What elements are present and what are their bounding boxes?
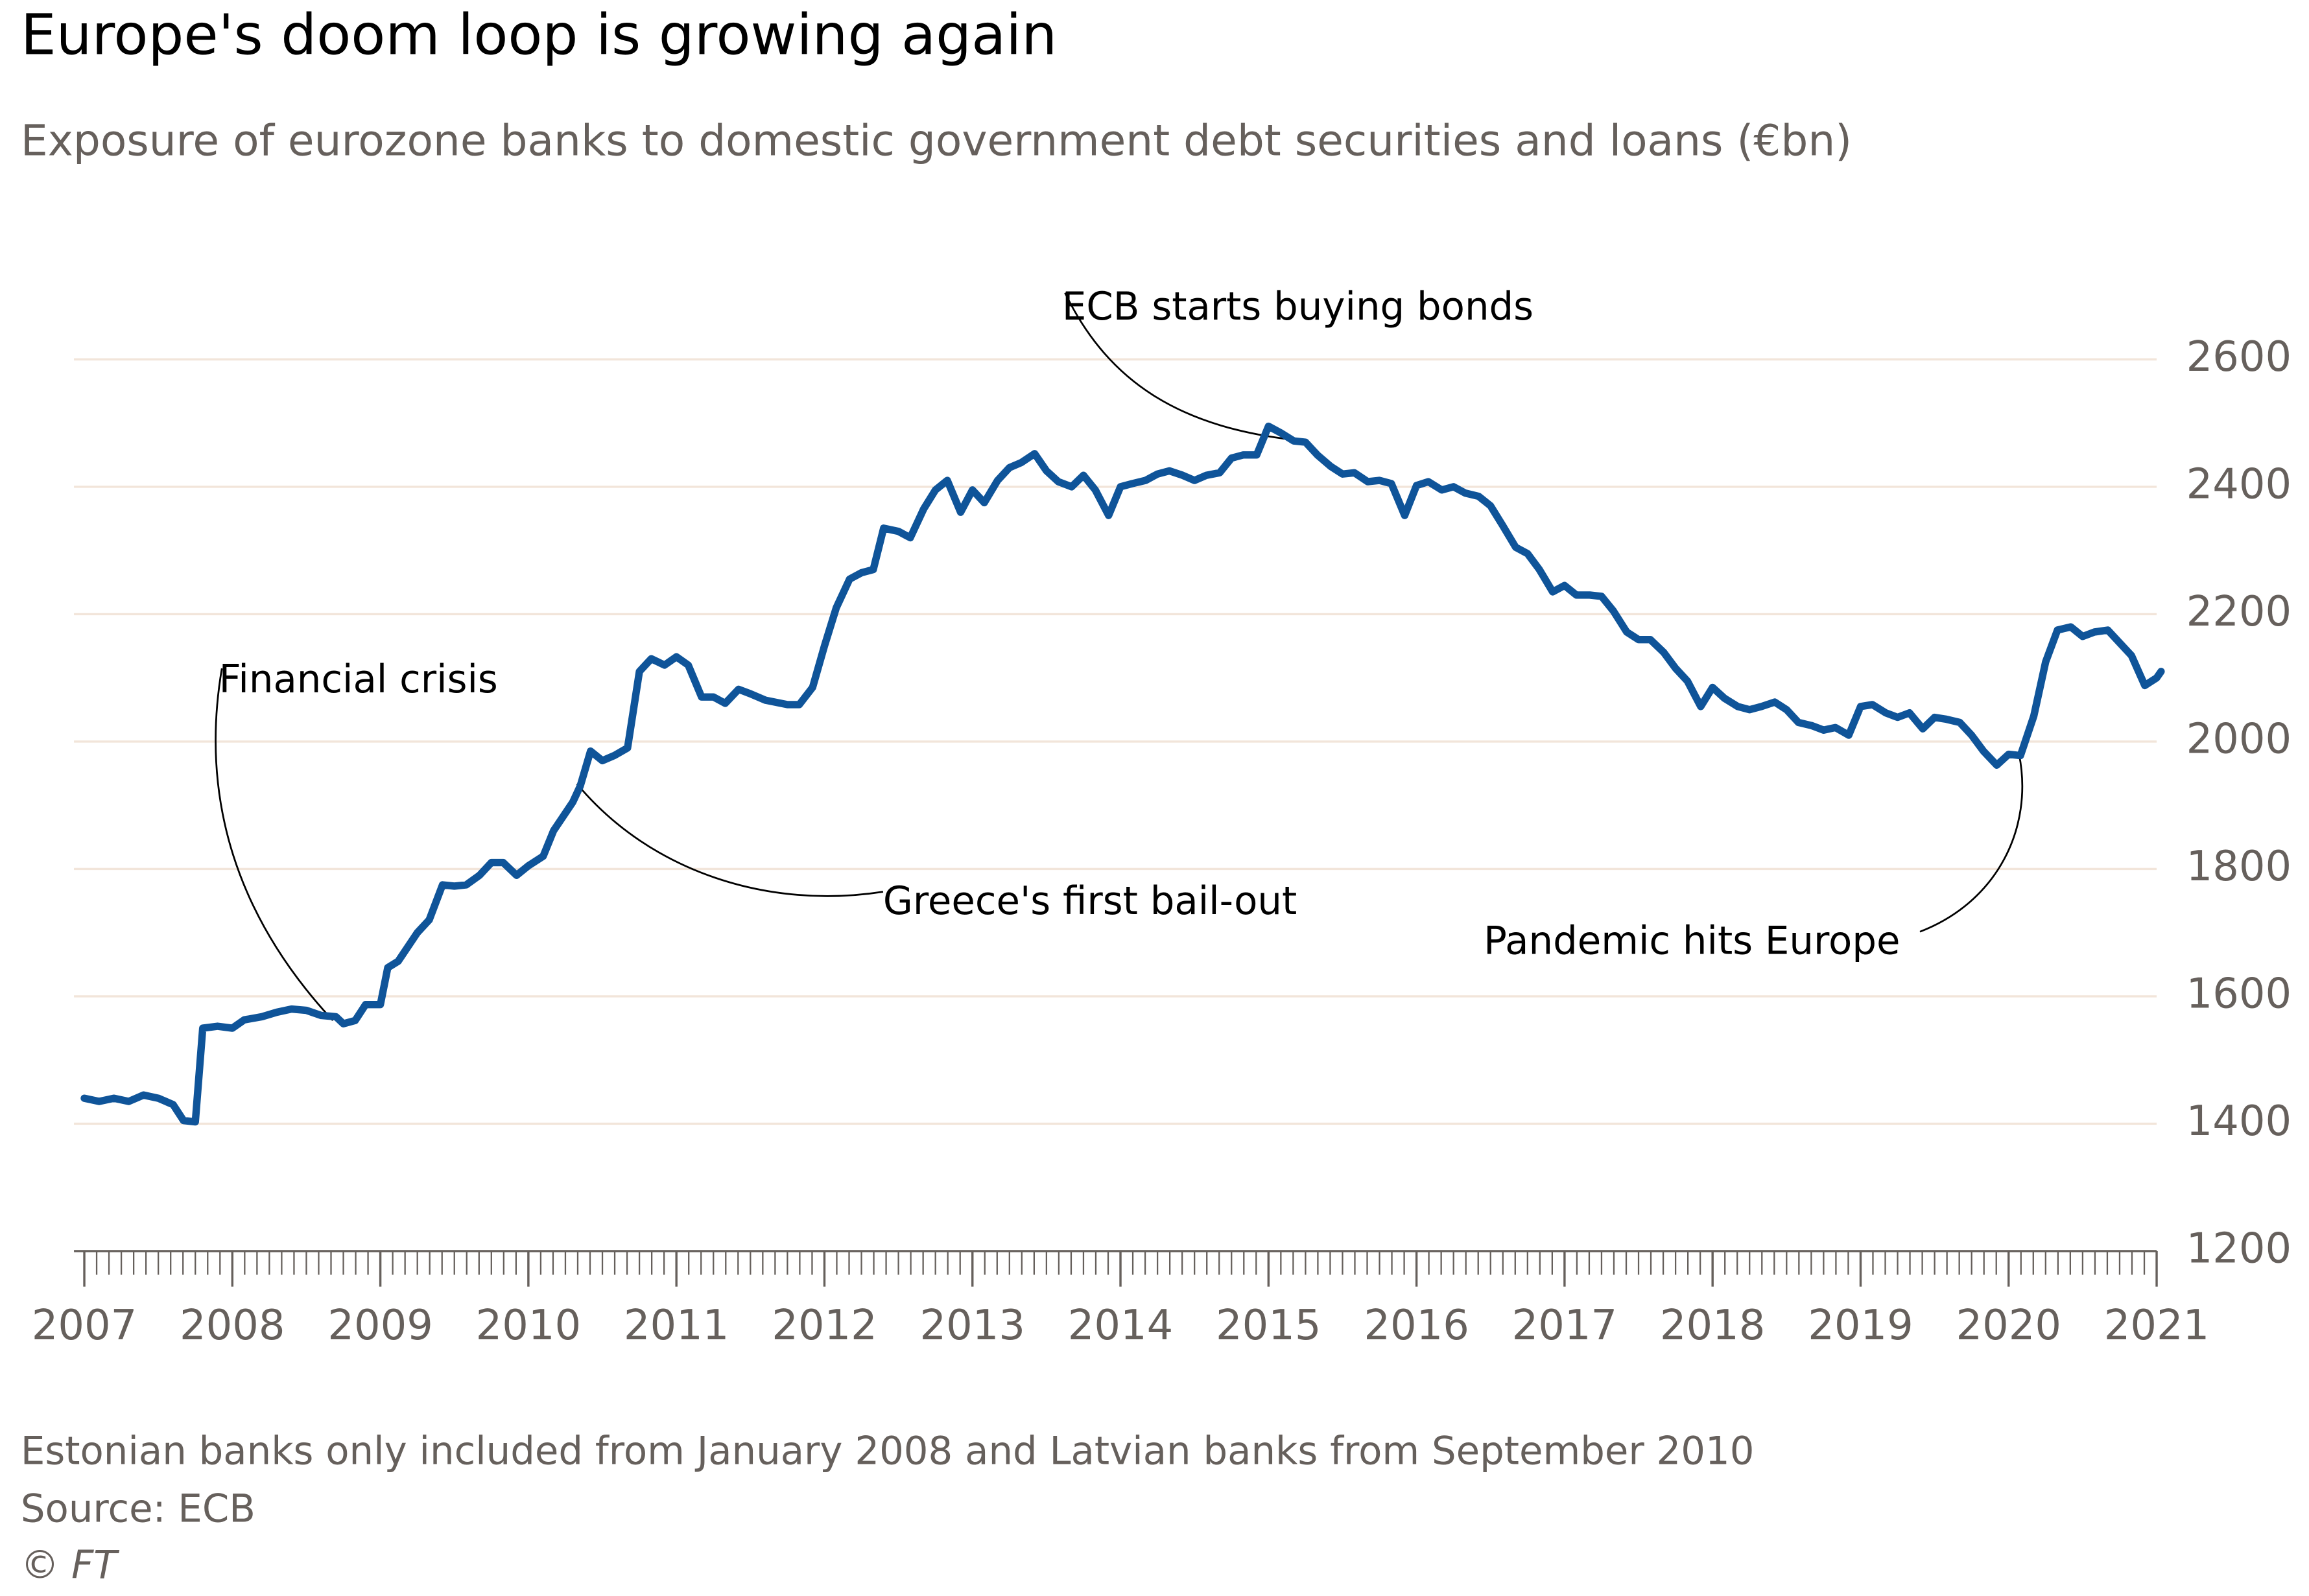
plot — [80, 422, 2165, 1126]
x-tick-label: 2020 — [1956, 1302, 2061, 1350]
x-tick-label: 2010 — [476, 1302, 582, 1350]
annotation: ECB starts buying bonds — [1062, 284, 1533, 329]
x-tick-label: 2011 — [624, 1302, 729, 1350]
connector — [1919, 754, 2024, 933]
x-tick-label: 2019 — [1808, 1302, 1913, 1350]
y-tick-label: 1400 — [2186, 1097, 2292, 1145]
y-tick-label: 1200 — [2186, 1225, 2292, 1273]
y-tick-label: 1600 — [2186, 970, 2292, 1018]
x-tick-label: 2017 — [1512, 1302, 1618, 1350]
x-tick-label: 2012 — [772, 1302, 877, 1350]
connector — [1064, 292, 1302, 442]
source: Source: ECB — [21, 1486, 255, 1531]
x-tick-label: 2013 — [919, 1302, 1025, 1350]
chart-subtitle: Exposure of eurozone banks to domestic g… — [21, 115, 1852, 165]
x-tick-label: 2008 — [180, 1302, 285, 1350]
x-tick-label: 2007 — [32, 1302, 137, 1350]
y-tick-label: 2400 — [2186, 460, 2292, 508]
y-tick-label: 1800 — [2186, 843, 2292, 891]
y-tick-label: 2200 — [2186, 588, 2292, 636]
annotation: Greece's first bail-out — [883, 878, 1297, 923]
x-tick-label: 2018 — [1660, 1302, 1766, 1350]
grid: 1200 1400 1600 1800 2000 2200 2400 2600 2007 2008… — [32, 333, 2291, 1350]
x-tick-label: 2009 — [327, 1302, 433, 1350]
data-line — [80, 422, 2165, 1126]
y-tick-label: 2000 — [2186, 716, 2292, 764]
connector — [576, 783, 884, 897]
x-tick-label: 2015 — [1216, 1302, 1321, 1350]
credit: © FT — [21, 1542, 120, 1587]
x-tick-label: 2014 — [1068, 1302, 1174, 1350]
annotation: Financial crisis — [219, 657, 498, 701]
connector — [215, 668, 334, 1022]
annotation: Pandemic hits Europe — [1484, 919, 1900, 963]
connectors — [215, 292, 2024, 1022]
note: Estonian banks only included from Januar… — [21, 1429, 1755, 1473]
y-tick-label: 2600 — [2186, 333, 2292, 381]
x-tick-label: 2016 — [1364, 1302, 1469, 1350]
chart-title: Europe's doom loop is growing again — [21, 3, 1057, 67]
x-tick-label: 2021 — [2104, 1302, 2210, 1350]
